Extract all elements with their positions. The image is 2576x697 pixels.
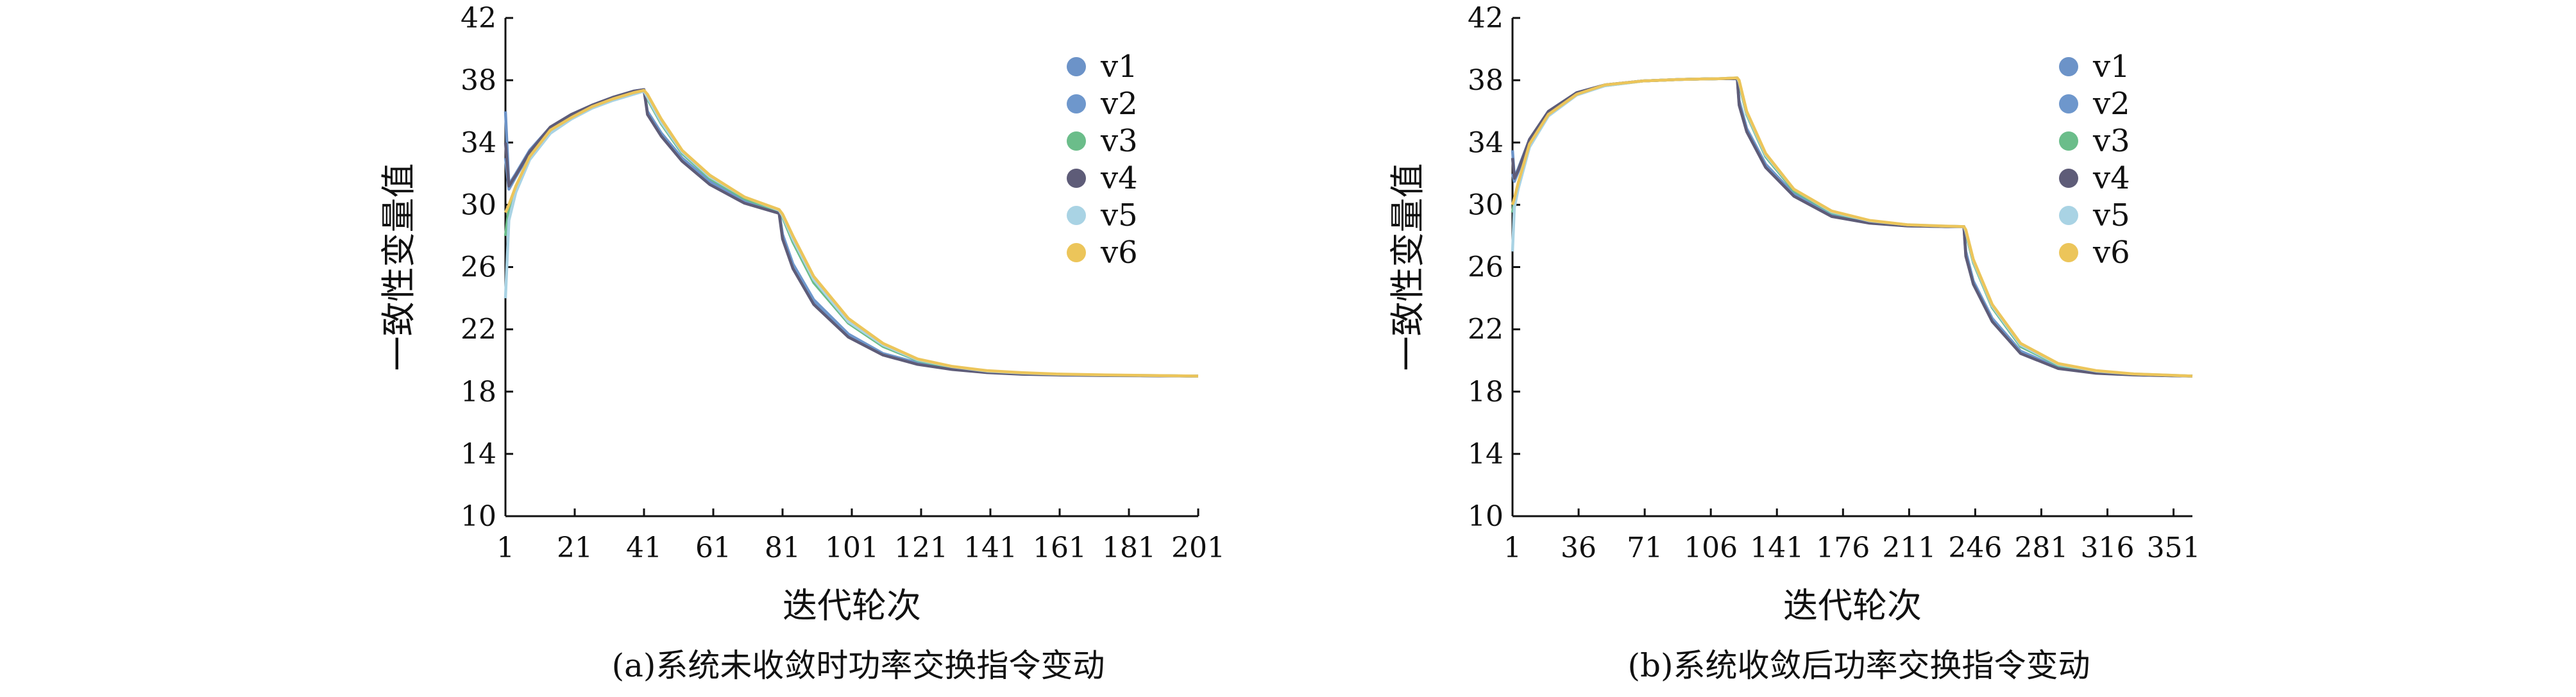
y-tick-label: 42 [1468,2,1504,35]
series-line-v4 [1511,77,2193,378]
x-tick-label: 106 [1684,532,1738,564]
legend-label-v4: v4 [1100,160,1138,196]
x-tick-label: 176 [1816,532,1870,564]
x-tick-label: 1 [496,532,514,564]
x-tick-label: 121 [894,532,948,564]
legend-label-v2: v2 [2092,86,2130,122]
legend-marker-v3 [2059,131,2078,151]
x-tick-label: 161 [1033,532,1087,564]
x-tick-label: 246 [1948,532,2002,564]
x-tick-label: 181 [1102,532,1156,564]
x-tick-label: 201 [1171,532,1225,564]
legend-label-v1: v1 [2092,49,2130,85]
chart-panel-b: 10 14 18 22 26 30 34 38 42 1 36 71 106 141 176 211 246 28… [1387,2,2201,684]
legend-marker-v2 [1067,94,1086,113]
legend-marker-v1 [1067,57,1086,76]
y-tick-label: 22 [1468,314,1504,346]
y-tick-label: 34 [461,126,496,159]
x-tick-label: 36 [1561,532,1597,564]
series-line-v2 [1511,77,2193,378]
x-tick-label: 71 [1627,532,1663,564]
series-line-v6 [504,88,1199,378]
y-tick-label: 42 [461,2,496,35]
y-tick-label: 14 [461,438,496,471]
x-axis-title: 迭代轮次 [1783,585,1922,626]
series-line-v3 [504,88,1199,378]
legend-label-v1: v1 [1100,49,1138,85]
series-line-v2 [504,89,1199,378]
series-line-v5 [1511,76,2193,378]
figure-caption: (b)系统收敛后功率交换指令变动 [1627,647,2090,684]
legend-label-v5: v5 [1100,197,1138,233]
x-tick-label: 1 [1504,532,1521,564]
y-tick-label: 10 [1468,500,1504,533]
legend-label-v5: v5 [2092,197,2130,233]
x-tick-label: 141 [963,532,1017,564]
legend-marker-v4 [2059,169,2078,188]
legend-marker-v2 [2059,94,2078,113]
legend-marker-v6 [1067,243,1086,262]
y-tick-label: 38 [461,64,496,97]
legend-marker-v5 [2059,206,2078,225]
y-axis-title: 一致性变量值 [1387,164,1428,371]
series-line-v6 [1511,76,2193,378]
y-tick-label: 38 [1468,64,1504,97]
series-line-v4 [504,88,1199,378]
legend-label-v3: v3 [1100,123,1138,159]
x-tick-label: 351 [2147,532,2201,564]
x-tick-label: 21 [557,532,593,564]
y-tick-label: 34 [1468,126,1504,159]
y-tick-label: 30 [461,189,496,221]
x-tick-label: 316 [2081,532,2135,564]
legend-marker-v6 [2059,243,2078,262]
y-tick-label: 30 [1468,189,1504,221]
legend-marker-v5 [1067,206,1086,225]
legend-label-v3: v3 [2092,123,2130,159]
legend-marker-v3 [1067,131,1086,151]
legend-label-v2: v2 [1100,86,1138,122]
series-line-v1 [1511,77,2193,378]
series-line-v1 [504,88,1199,378]
legend-label-v4: v4 [2092,160,2130,196]
y-axis-title: 一致性变量值 [378,164,419,371]
x-tick-label: 61 [695,532,731,564]
y-tick-label: 22 [461,314,496,346]
x-tick-label: 41 [626,532,662,564]
figure-caption: (a)系统未收敛时功率交换指令变动 [612,647,1105,684]
series-line-v3 [1511,76,2193,378]
y-tick-label: 10 [461,500,496,533]
y-tick-label: 14 [1468,438,1504,471]
legend-label-v6: v6 [2092,235,2130,271]
x-tick-label: 101 [825,532,879,564]
y-tick-label: 18 [1468,376,1504,408]
series-lines [1511,76,2193,378]
legend-label-v6: v6 [1100,235,1138,271]
x-tick-label: 211 [1882,532,1936,564]
legend-marker-v4 [1067,169,1086,188]
series-lines [504,88,1199,378]
y-tick-label: 18 [461,376,496,408]
series-line-v5 [504,89,1199,378]
y-tick-label: 26 [1468,251,1504,284]
x-axis-title: 迭代轮次 [783,585,921,626]
y-tick-label: 26 [461,251,496,284]
x-tick-label: 281 [2014,532,2068,564]
x-tick-label: 81 [765,532,801,564]
x-tick-label: 141 [1750,532,1804,564]
legend-marker-v1 [2059,57,2078,76]
